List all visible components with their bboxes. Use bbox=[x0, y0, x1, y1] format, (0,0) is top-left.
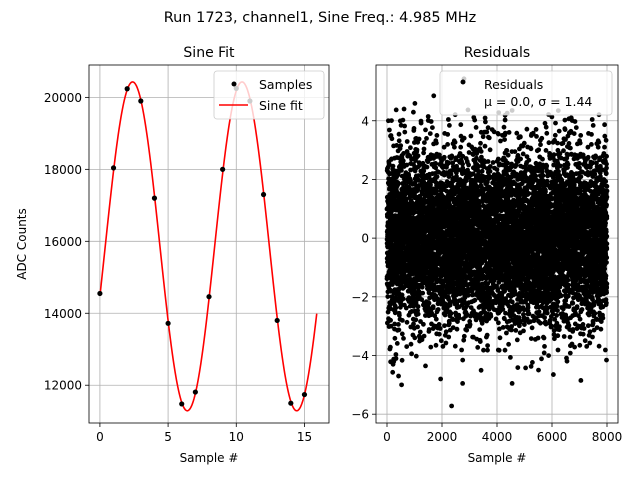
sine-fit-legend: Samples Sine fit bbox=[213, 70, 325, 120]
sine-fit-ylabel: ADC Counts bbox=[15, 208, 29, 280]
legend-residuals-label: Residuals bbox=[484, 77, 543, 92]
residuals-xtick-label: 2000 bbox=[427, 430, 458, 444]
sine-fit-xtick-label: 10 bbox=[229, 430, 244, 444]
sine-fit-legend-box bbox=[213, 70, 325, 120]
residuals-ytick-label: 4 bbox=[361, 114, 369, 128]
sine-fit-xlabel: Sample # bbox=[180, 451, 239, 465]
sample-point bbox=[274, 317, 280, 324]
sine-fit-axes-frame bbox=[88, 64, 330, 424]
residual-outlier-point bbox=[449, 403, 455, 409]
sample-point bbox=[301, 391, 308, 398]
sine-fit-chart: Sine Fit 0 5 10 15 12000 14000 16000 18000 20000… bbox=[15, 45, 330, 465]
residuals-ticks: 0 2000 4000 6000 8000 −6 −4 −2 0 2 4 bbox=[351, 114, 622, 444]
sine-fit-ytick-label: 20000 bbox=[44, 91, 82, 105]
residuals-ytick-label: −4 bbox=[351, 349, 369, 363]
residual-points bbox=[384, 100, 610, 375]
sine-fit-ytick-label: 14000 bbox=[44, 307, 82, 321]
sine-fit-xtick-label: 5 bbox=[164, 430, 172, 444]
residual-outlier-point bbox=[460, 380, 466, 386]
sample-point bbox=[206, 294, 212, 300]
sine-fit-grid bbox=[89, 65, 329, 423]
residual-outlier-point bbox=[550, 372, 556, 377]
residual-outlier-point bbox=[399, 382, 404, 388]
residuals-ytick-label: −6 bbox=[351, 408, 369, 422]
sine-fit-title: Sine Fit bbox=[183, 45, 235, 61]
sample-point bbox=[220, 166, 226, 172]
sample-point bbox=[124, 86, 130, 92]
residual-outlier-point bbox=[578, 378, 584, 383]
residual-outlier-point bbox=[401, 106, 407, 112]
residuals-xtick-label: 4000 bbox=[482, 430, 513, 444]
sample-point bbox=[97, 290, 103, 297]
sample-point bbox=[288, 400, 294, 406]
sine-fit-plot-area bbox=[97, 81, 318, 412]
residuals-legend: Residuals μ = 0.0, σ = 1.44 bbox=[439, 70, 613, 116]
residuals-xlabel: Sample # bbox=[468, 451, 527, 465]
residual-outlier-point bbox=[431, 93, 437, 99]
residual-outlier-point bbox=[396, 373, 401, 379]
residual-outlier-point bbox=[568, 115, 574, 121]
residuals-xtick-label: 8000 bbox=[592, 430, 623, 444]
sample-point bbox=[151, 195, 158, 201]
sine-fit-ytick-label: 12000 bbox=[44, 379, 82, 393]
sample-point bbox=[138, 98, 144, 104]
sine-fit-ytick-label: 16000 bbox=[44, 235, 82, 249]
sample-point bbox=[260, 191, 267, 198]
legend-sine-fit-label: Sine fit bbox=[259, 98, 303, 113]
sample-point bbox=[179, 401, 185, 407]
sine-fit-ytick-label: 18000 bbox=[44, 163, 82, 177]
residual-outlier-point bbox=[509, 380, 515, 386]
residuals-ytick-label: −2 bbox=[351, 290, 369, 304]
residuals-xtick-label: 0 bbox=[383, 430, 391, 444]
residuals-chart: Residuals 0 2000 4000 6000 8000 −6 −4 −2 0 2 4 Sam… bbox=[351, 45, 622, 465]
sine-fit-ticks: 0 5 10 15 12000 14000 16000 18000 20000 bbox=[44, 91, 312, 444]
sample-point bbox=[110, 165, 117, 171]
legend-samples-marker bbox=[231, 81, 237, 87]
sine-fit-line bbox=[99, 81, 318, 412]
residual-outlier-point bbox=[385, 118, 391, 124]
residuals-xtick-label: 6000 bbox=[537, 430, 568, 444]
sample-point bbox=[192, 389, 198, 395]
residuals-legend-box bbox=[439, 70, 613, 116]
figure-suptitle: Run 1723, channel1, Sine Freq.: 4.985 MH… bbox=[164, 10, 477, 26]
legend-residuals-stats: μ = 0.0, σ = 1.44 bbox=[484, 94, 592, 109]
sine-fit-xtick-label: 15 bbox=[297, 430, 312, 444]
sine-fit-xtick-label: 0 bbox=[96, 430, 104, 444]
residual-outlier-point bbox=[438, 376, 444, 382]
residuals-ytick-label: 0 bbox=[361, 232, 369, 246]
legend-samples-label: Samples bbox=[259, 77, 312, 92]
sample-point bbox=[165, 320, 171, 326]
residuals-title: Residuals bbox=[464, 45, 530, 61]
residuals-ytick-label: 2 bbox=[361, 173, 369, 187]
legend-residuals-marker bbox=[460, 79, 466, 85]
